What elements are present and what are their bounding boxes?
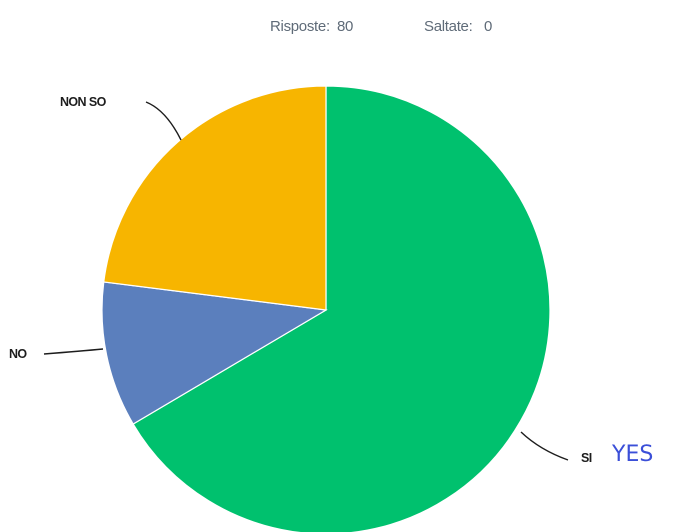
pie-slices	[101, 85, 551, 532]
pie-slice-non-so	[103, 85, 327, 311]
slice-label-si: SI	[581, 451, 592, 465]
leader-line-non-so	[145, 101, 182, 141]
response-summary: Risposte: 80 Saltate: 0	[270, 18, 492, 35]
pie-slice-si	[132, 85, 551, 532]
annotation-yes: YES	[611, 442, 653, 467]
leader-line-no	[43, 348, 104, 355]
slice-label-no: NO	[9, 347, 27, 361]
pie-slice-no	[101, 281, 328, 425]
leader-line-si	[520, 431, 569, 461]
leader-lines	[43, 101, 569, 461]
responses-value: 80	[337, 18, 353, 35]
responses-label: Risposte:	[270, 18, 330, 35]
skipped-label: Saltate:	[424, 18, 472, 35]
slice-labels: SI NO NON SO	[9, 95, 592, 465]
slice-label-non-so: NON SO	[60, 95, 107, 109]
skipped-value: 0	[484, 18, 492, 35]
